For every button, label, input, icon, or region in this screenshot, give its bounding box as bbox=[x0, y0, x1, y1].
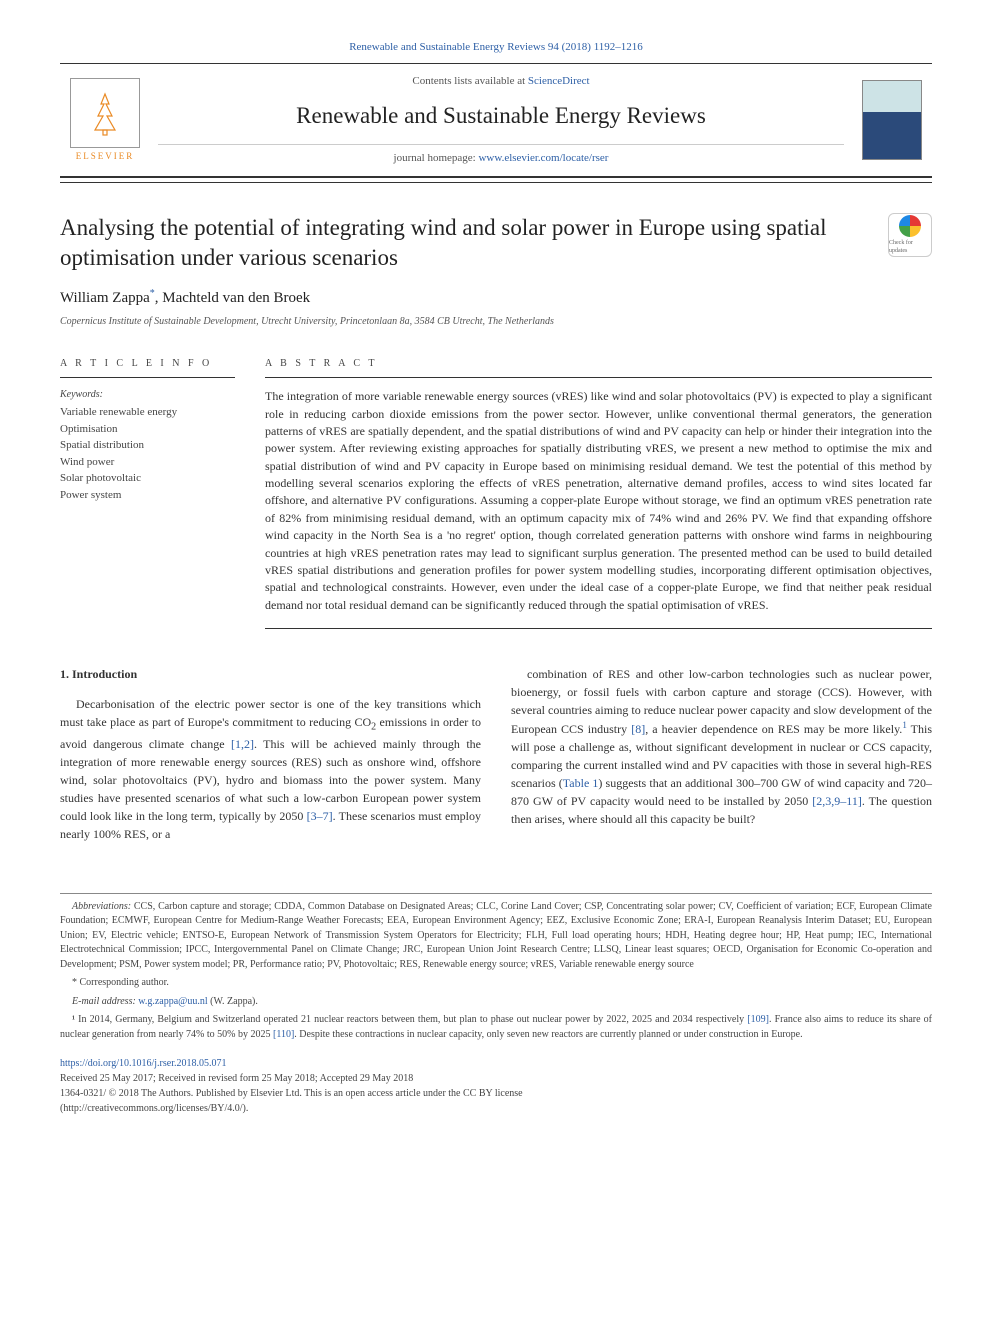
citation-line: Renewable and Sustainable Energy Reviews… bbox=[60, 40, 932, 55]
contents-line: Contents lists available at ScienceDirec… bbox=[158, 74, 844, 89]
keywords-label: Keywords: bbox=[60, 388, 235, 402]
crossmark-badge[interactable]: Check for updates bbox=[888, 213, 932, 257]
author-names-2: , Machteld van den Broek bbox=[155, 290, 310, 306]
doi-link[interactable]: https://doi.org/10.1016/j.rser.2018.05.0… bbox=[60, 1058, 226, 1069]
email-line: E-mail address: w.g.zappa@uu.nl (W. Zapp… bbox=[60, 995, 932, 1010]
header-rule bbox=[60, 182, 932, 183]
title-row: Analysing the potential of integrating w… bbox=[60, 213, 932, 273]
abbrev-label: Abbreviations: bbox=[72, 901, 131, 912]
section-heading-intro: 1. Introduction bbox=[60, 665, 481, 683]
elsevier-tree-icon bbox=[70, 78, 140, 148]
article-info-col: A R T I C L E I N F O Keywords: Variable… bbox=[60, 357, 235, 629]
received-dates: Received 25 May 2017; Received in revise… bbox=[60, 1073, 413, 1084]
abstract-bottom-rule bbox=[265, 628, 932, 629]
homepage-prefix: journal homepage: bbox=[394, 152, 479, 164]
fn1-label: ¹ bbox=[72, 1014, 78, 1025]
table-ref[interactable]: Table 1 bbox=[563, 776, 599, 790]
abstract-text: The integration of more variable renewab… bbox=[265, 388, 932, 614]
body-col-right: combination of RES and other low-carbon … bbox=[511, 665, 932, 842]
info-abstract-row: A R T I C L E I N F O Keywords: Variable… bbox=[60, 357, 932, 629]
tree-icon bbox=[80, 88, 130, 138]
intro-para-1: Decarbonisation of the electric power se… bbox=[60, 695, 481, 842]
ref-link[interactable]: [3–7] bbox=[307, 809, 333, 823]
journal-title: Renewable and Sustainable Energy Reviews bbox=[158, 100, 844, 132]
abstract-col: A B S T R A C T The integration of more … bbox=[265, 357, 932, 629]
homepage-line: journal homepage: www.elsevier.com/locat… bbox=[158, 144, 844, 166]
email-label: E-mail address: bbox=[72, 996, 138, 1007]
footnote-1: ¹ In 2014, Germany, Belgium and Switzerl… bbox=[60, 1013, 932, 1042]
email-suffix: (W. Zappa). bbox=[208, 996, 258, 1007]
footnotes-separator bbox=[60, 893, 932, 894]
abstract-heading: A B S T R A C T bbox=[265, 357, 932, 378]
ref-link[interactable]: [110] bbox=[273, 1029, 294, 1040]
header-center: Contents lists available at ScienceDirec… bbox=[150, 64, 852, 176]
license-line: (http://creativecommons.org/licenses/BY/… bbox=[60, 1103, 248, 1114]
keyword: Wind power bbox=[60, 454, 235, 471]
issn-copyright: 1364-0321/ © 2018 The Authors. Published… bbox=[60, 1088, 523, 1099]
sciencedirect-link[interactable]: ScienceDirect bbox=[528, 75, 590, 87]
corresponding-author: * Corresponding author. bbox=[60, 976, 932, 991]
journal-header: ELSEVIER Contents lists available at Sci… bbox=[60, 63, 932, 178]
body-col-left: 1. Introduction Decarbonisation of the e… bbox=[60, 665, 481, 842]
abbrev-text: CCS, Carbon capture and storage; CDDA, C… bbox=[60, 901, 932, 970]
email-link[interactable]: w.g.zappa@uu.nl bbox=[138, 996, 207, 1007]
doi-block: https://doi.org/10.1016/j.rser.2018.05.0… bbox=[60, 1056, 932, 1116]
intro-para-2: combination of RES and other low-carbon … bbox=[511, 665, 932, 828]
authors: William Zappa*, Machteld van den Broek bbox=[60, 287, 932, 309]
ref-link[interactable]: [8] bbox=[631, 722, 645, 736]
body-columns: 1. Introduction Decarbonisation of the e… bbox=[60, 665, 932, 842]
footnote-marker-1[interactable]: 1 bbox=[902, 720, 907, 730]
keyword: Solar photovoltaic bbox=[60, 470, 235, 487]
affiliation: Copernicus Institute of Sustainable Deve… bbox=[60, 315, 932, 329]
keyword: Spatial distribution bbox=[60, 437, 235, 454]
keyword: Variable renewable energy bbox=[60, 404, 235, 421]
article-title: Analysing the potential of integrating w… bbox=[60, 213, 876, 273]
journal-cover-thumb bbox=[862, 80, 922, 160]
homepage-link[interactable]: www.elsevier.com/locate/rser bbox=[478, 152, 608, 164]
footnotes: Abbreviations: CCS, Carbon capture and s… bbox=[60, 900, 932, 1043]
publisher-name: ELSEVIER bbox=[76, 150, 135, 163]
article-head: Analysing the potential of integrating w… bbox=[60, 213, 932, 329]
ref-link[interactable]: [109] bbox=[747, 1014, 769, 1025]
contents-prefix: Contents lists available at bbox=[412, 75, 527, 87]
crossmark-icon bbox=[899, 215, 921, 237]
keyword: Power system bbox=[60, 487, 235, 504]
author-names: William Zappa bbox=[60, 290, 150, 306]
keyword: Optimisation bbox=[60, 421, 235, 438]
cover-thumb-block bbox=[852, 64, 932, 176]
ref-link[interactable]: [2,3,9–11] bbox=[812, 794, 862, 808]
article-info-heading: A R T I C L E I N F O bbox=[60, 357, 235, 378]
crossmark-label: Check for updates bbox=[889, 239, 931, 256]
abbreviations: Abbreviations: CCS, Carbon capture and s… bbox=[60, 900, 932, 973]
publisher-logo-block: ELSEVIER bbox=[60, 64, 150, 176]
ref-link[interactable]: [1,2] bbox=[231, 737, 254, 751]
